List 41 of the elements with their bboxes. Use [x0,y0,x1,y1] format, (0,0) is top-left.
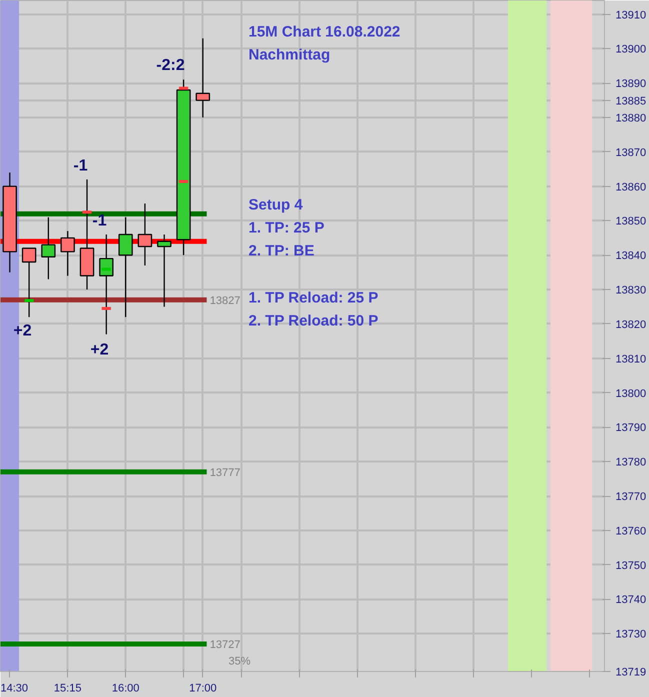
y-tick-label: 13750 [616,560,646,572]
y-tick-label: 13740 [616,594,646,606]
y-tick-label: 13770 [616,491,646,504]
ref-line-label: 13827 [210,294,240,307]
y-tick-label: 13870 [616,146,646,159]
x-tick-label: 16:00 [112,682,140,694]
y-tick-label: 13830 [616,284,646,297]
y-tick-label: 13860 [616,181,646,194]
annotation: +2 [13,322,32,340]
x-tick-label: 15:15 [54,682,82,694]
y-tick-label: 13820 [616,318,646,331]
y-tick-label: 13900 [616,44,646,56]
annotation: Setup 4 [248,196,304,214]
y-tick-label: 13790 [616,422,646,434]
x-tick-label: 14:30 [0,682,28,694]
annotation: -2:2 [156,57,185,74]
annotation: -1 [92,212,107,230]
annotation: 1. TP Reload: 25 P [248,290,378,306]
y-tick-label: 13800 [616,388,646,400]
annotation: 2. TP Reload: 50 P [248,312,378,330]
annotation: Nachmittag [248,46,330,64]
annotation: 35% [228,656,251,668]
y-tick-label: 13730 [616,628,646,641]
y-tick-label: 13810 [616,353,646,366]
ref-line-label: 13777 [210,466,240,479]
y-tick-label: 13850 [616,216,646,228]
y-tick-label: 13890 [616,78,646,90]
annotation: 15M Chart 16.08.2022 [248,24,400,40]
y-tick-label: 13910 [616,9,646,22]
y-tick-label: 13780 [616,456,646,469]
y-tick-label: 13880 [616,112,646,124]
y-tick-label: 13760 [616,525,646,538]
annotation: +2 [90,342,109,358]
ref-line-label: 13727 [210,638,240,651]
y-tick-label: 13885 [616,95,646,108]
y-tick-label: 13719 [616,666,646,678]
x-tick-label: 17:00 [189,682,217,694]
y-tick-label: 13840 [616,250,646,262]
annotation: -1 [73,158,88,174]
annotation: 2. TP: BE [248,242,314,260]
annotation: 1. TP: 25 P [248,220,324,236]
